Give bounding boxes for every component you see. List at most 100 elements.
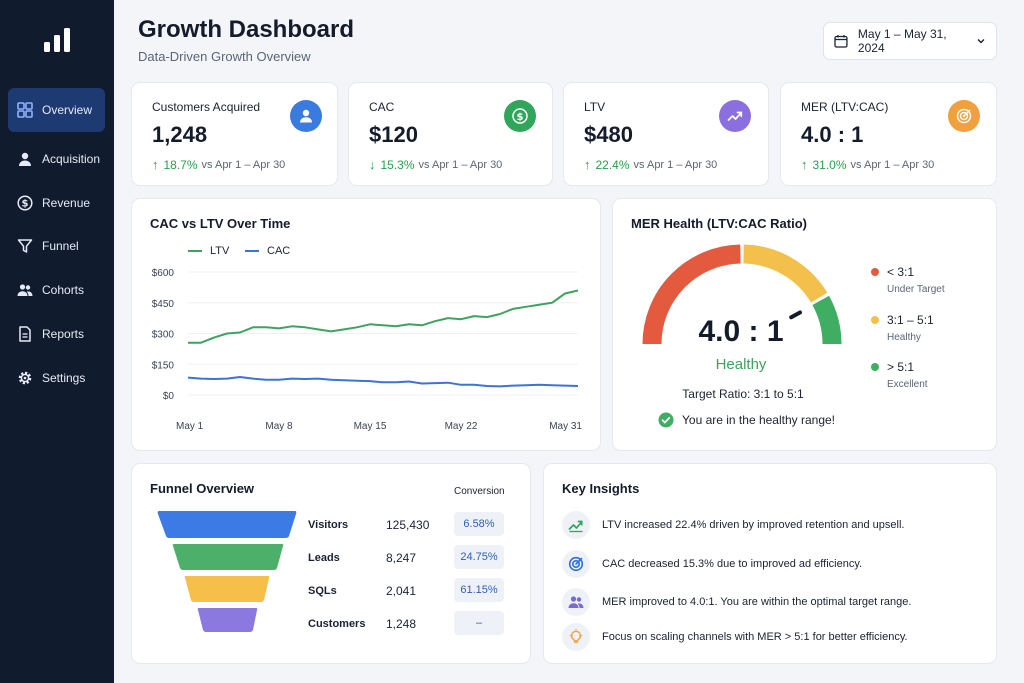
kpi-delta-value: 18.7% (163, 157, 198, 172)
sidebar-item-reports[interactable]: Reports (8, 312, 105, 356)
sidebar-item-overview[interactable]: Overview (8, 88, 105, 132)
sidebar-item-label: Reports (42, 327, 85, 341)
series-line-cac (187, 376, 579, 388)
funnel-value: 8,247 (386, 551, 417, 565)
funnel-card: Funnel Overview Conversion Visitors 125,… (131, 463, 531, 664)
kpi-compare: vs Apr 1 – Apr 30 (850, 158, 935, 171)
y-tick-label: $0 (163, 391, 175, 402)
gauge-segment-healthy (743, 244, 828, 303)
legend-item-cac: CAC (245, 245, 290, 257)
trend-up-icon (562, 511, 590, 539)
sidebar-item-revenue[interactable]: $ Revenue (8, 181, 105, 225)
arrow-up-icon: ↑ (584, 157, 591, 172)
document-icon (16, 325, 34, 343)
funnel-label: SQLs (308, 585, 337, 597)
date-range-picker[interactable]: May 1 – May 31, 2024 (823, 22, 997, 60)
chevron-down-icon (977, 39, 985, 44)
svg-text:$: $ (517, 112, 524, 123)
chart-title: CAC vs LTV Over Time (150, 216, 291, 231)
line-chart: $0 $150 $300 $450 $600 May 1 May 8 May 15 May 22… (152, 268, 583, 432)
funnel-stage-leads (172, 544, 284, 570)
gauge-legend-excellent: > 5:1 Excellent (871, 360, 928, 390)
sidebar-item-settings[interactable]: Settings (8, 356, 105, 400)
legend-range: > 5:1 (887, 360, 915, 374)
grid-icon (16, 101, 34, 119)
sidebar-item-funnel[interactable]: Funnel (8, 224, 105, 268)
funnel-value: 1,248 (386, 617, 417, 631)
x-tick-label: May 31 (549, 421, 582, 432)
kpi-delta-value: 15.3% (380, 157, 415, 172)
funnel-stage-customers (197, 608, 258, 632)
gauge-segment-under (642, 244, 741, 345)
legend-item-ltv: LTV (188, 245, 229, 257)
legend-label: LTV (210, 245, 230, 257)
key-insights-card: Key Insights LTV increased 22.4% driven … (543, 463, 997, 664)
kpi-card-mer: MER (LTV:CAC) 4.0 : 1 ↑ 31.0% vs Apr 1 – A… (780, 82, 997, 186)
legend-range: < 3:1 (887, 265, 915, 279)
kpi-card-ltv: LTV $480 ↑ 22.4% vs Apr 1 – Apr 30 (563, 82, 769, 186)
sidebar-item-label: Settings (42, 371, 86, 385)
dollar-icon: $ (16, 194, 34, 212)
series-line-ltv (188, 289, 579, 344)
legend-desc: Under Target (887, 284, 945, 295)
conversion-pill: 6.58% (454, 512, 504, 536)
conversion-header: Conversion (454, 486, 505, 497)
gauge-status: Healthy (715, 356, 767, 373)
insight-text: Focus on scaling channels with MER > 5:1… (602, 631, 908, 643)
dollar-icon: $ (504, 100, 536, 132)
user-icon (290, 100, 322, 132)
kpi-label: MER (LTV:CAC) (801, 100, 889, 114)
insight-item: Focus on scaling channels with MER > 5:1… (562, 623, 908, 651)
legend-desc: Excellent (887, 379, 928, 390)
gauge-value: 4.0 : 1 (698, 315, 784, 348)
kpi-compare: vs Apr 1 – Apr 30 (418, 158, 503, 171)
y-tick-label: $150 (152, 360, 175, 371)
cac-ltv-chart-card: CAC vs LTV Over Time LTV CAC $0 $150 $300 $… (131, 198, 601, 451)
kpi-delta: ↑ 18.7% vs Apr 1 – Apr 30 (152, 157, 285, 172)
target-icon (948, 100, 980, 132)
users-icon (16, 281, 34, 299)
arrow-up-icon: ↑ (801, 157, 808, 172)
x-tick-label: May 1 (176, 421, 204, 432)
gauge-legend-under: < 3:1 Under Target (871, 265, 945, 295)
gauge-segment-excellent (812, 295, 842, 345)
sidebar-item-label: Funnel (42, 239, 79, 253)
insight-text: MER improved to 4.0:1. You are within th… (602, 596, 912, 608)
calendar-icon (834, 35, 848, 48)
kpi-value: 1,248 (152, 122, 208, 147)
sidebar-item-cohorts[interactable]: Cohorts (8, 268, 105, 312)
svg-text:$: $ (22, 199, 29, 210)
health-message-text: You are in the healthy range! (682, 413, 836, 427)
arrow-down-icon: ↓ (369, 157, 376, 172)
bar-chart-logo-icon (44, 28, 70, 52)
y-tick-label: $450 (152, 299, 175, 310)
kpi-delta: ↓ 15.3% vs Apr 1 – Apr 30 (369, 157, 502, 172)
gauge-title: MER Health (LTV:CAC Ratio) (631, 216, 807, 231)
target-ratio: Target Ratio: 3:1 to 5:1 (682, 387, 804, 401)
insights-title: Key Insights (562, 481, 640, 496)
kpi-label: Customers Acquired (152, 100, 261, 114)
kpi-compare: vs Apr 1 – Apr 30 (201, 158, 286, 171)
gauge-needle (789, 310, 803, 320)
funnel-stage-sqls (184, 576, 270, 602)
check-circle-icon (658, 412, 674, 428)
kpi-compare: vs Apr 1 – Apr 30 (633, 158, 718, 171)
x-tick-label: May 15 (354, 421, 387, 432)
insight-item: LTV increased 22.4% driven by improved r… (562, 511, 904, 539)
sidebar-item-acquisition[interactable]: Acquisition (8, 137, 105, 181)
sidebar-item-label: Overview (42, 103, 93, 117)
kpi-delta-value: 31.0% (812, 157, 847, 172)
sidebar: Overview Acquisition $ Revenue Funnel Co… (0, 0, 114, 683)
kpi-delta: ↑ 31.0% vs Apr 1 – Apr 30 (801, 157, 934, 172)
legend-label: CAC (267, 245, 291, 257)
conversion-pill: 24.75% (454, 545, 504, 569)
arrow-up-icon: ↑ (152, 157, 159, 172)
conversion-pill: – (454, 611, 504, 635)
funnel-label: Visitors (308, 519, 349, 531)
gear-icon (16, 369, 34, 387)
health-message: You are in the healthy range! (658, 412, 835, 428)
insight-item: MER improved to 4.0:1. You are within th… (562, 588, 911, 616)
funnel-title: Funnel Overview (150, 481, 255, 496)
funnel-icon (16, 237, 34, 255)
trend-icon (719, 100, 751, 132)
